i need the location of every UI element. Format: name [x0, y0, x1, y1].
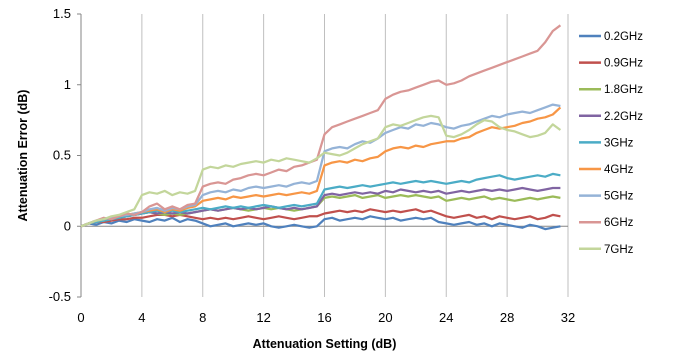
- series-lines: [80, 24, 562, 231]
- legend: 0.2GHz 0.9GHz 1.8GHz 2.2GHz 3GHz 4GHz 5GHz 6GHz…: [579, 31, 643, 256]
- y-tick-label: 1: [64, 77, 71, 92]
- legend-label: 2.2GHz: [604, 111, 643, 123]
- tick-labels: -0.5 0 0.5 1 1.5 0 4 8 12 16 20 24 28 32: [49, 6, 576, 325]
- legend-label: 0.2GHz: [604, 31, 643, 43]
- series-line-0-2ghz: [80, 215, 561, 231]
- x-tick-label: 0: [77, 310, 84, 325]
- legend-label: 0.9GHz: [604, 58, 643, 70]
- legend-label: 5GHz: [604, 191, 634, 203]
- x-tick-label: 4: [138, 310, 145, 325]
- grid: [141, 14, 569, 297]
- y-axis-label: Attenuation Error (dB): [16, 90, 30, 222]
- y-tick-label: -0.5: [49, 289, 71, 304]
- x-tick-label: 28: [500, 310, 514, 325]
- x-tick-label: 12: [256, 310, 270, 325]
- x-tick-label: 16: [317, 310, 331, 325]
- y-tick-label: 0: [64, 218, 71, 233]
- series-line-7ghz: [80, 114, 562, 228]
- legend-label: 4GHz: [604, 164, 634, 176]
- y-tick-label: 0.5: [53, 148, 71, 163]
- legend-label: 6GHz: [604, 217, 634, 229]
- x-axis-label: Attenuation Setting (dB): [253, 337, 397, 351]
- y-tick-label: 1.5: [53, 6, 71, 21]
- x-tick-label: 32: [561, 310, 575, 325]
- axes: [77, 13, 568, 298]
- series-line-6ghz: [80, 24, 562, 228]
- x-tick-label: 20: [378, 310, 392, 325]
- series-line-2-2ghz: [80, 186, 561, 228]
- legend-label: 1.8GHz: [604, 84, 643, 96]
- x-tick-label: 24: [439, 310, 453, 325]
- x-tick-label: 8: [199, 310, 206, 325]
- legend-label: 7GHz: [604, 244, 634, 256]
- legend-label: 3GHz: [604, 137, 634, 149]
- series-line-5ghz: [80, 103, 561, 228]
- series-line-4ghz: [80, 106, 562, 228]
